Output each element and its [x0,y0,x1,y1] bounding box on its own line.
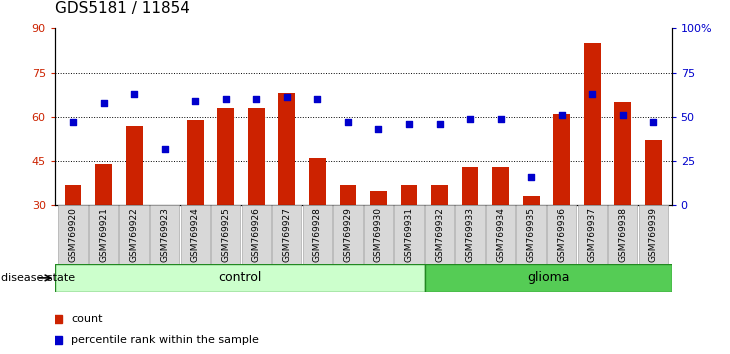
Text: GSM769932: GSM769932 [435,207,444,262]
Bar [492,167,509,294]
Point [189,98,201,104]
Text: GSM769937: GSM769937 [588,207,596,262]
Point [220,96,231,102]
Text: GSM769922: GSM769922 [130,207,139,262]
Text: glioma: glioma [527,272,569,284]
FancyBboxPatch shape [425,205,454,264]
FancyBboxPatch shape [180,205,210,264]
Point [403,121,415,127]
FancyBboxPatch shape [55,264,425,292]
FancyBboxPatch shape [364,205,393,264]
Point [617,112,629,118]
Bar [248,108,265,294]
FancyBboxPatch shape [577,205,607,264]
Text: GSM769925: GSM769925 [221,207,230,262]
Bar [126,126,142,294]
Text: GSM769921: GSM769921 [99,207,108,262]
FancyBboxPatch shape [639,205,668,264]
Bar [278,93,295,294]
Bar [218,108,234,294]
Point [372,126,384,132]
Point [98,100,110,105]
Bar [523,196,539,294]
Text: GSM769926: GSM769926 [252,207,261,262]
Text: disease state: disease state [1,273,76,283]
Text: GSM769920: GSM769920 [69,207,77,262]
Text: GSM769936: GSM769936 [557,207,566,262]
FancyBboxPatch shape [334,205,363,264]
FancyBboxPatch shape [211,205,240,264]
Point [434,121,445,127]
Bar [339,185,356,294]
Text: GSM769934: GSM769934 [496,207,505,262]
FancyBboxPatch shape [242,205,271,264]
Bar [431,185,448,294]
Text: GSM769938: GSM769938 [618,207,627,262]
FancyBboxPatch shape [486,205,515,264]
FancyBboxPatch shape [303,205,332,264]
Text: GSM769927: GSM769927 [283,207,291,262]
FancyBboxPatch shape [456,205,485,264]
FancyBboxPatch shape [272,205,301,264]
Point [495,116,507,121]
Bar [401,185,418,294]
FancyBboxPatch shape [608,205,637,264]
Text: GDS5181 / 11854: GDS5181 / 11854 [55,1,190,16]
FancyBboxPatch shape [547,205,576,264]
Bar [187,120,204,294]
Text: GSM769939: GSM769939 [649,207,658,262]
Text: GSM769929: GSM769929 [343,207,353,262]
Bar [370,190,387,294]
Bar [553,114,570,294]
Point [128,91,140,97]
Text: GSM769928: GSM769928 [313,207,322,262]
Text: GSM769923: GSM769923 [160,207,169,262]
FancyBboxPatch shape [394,205,423,264]
Text: GSM769933: GSM769933 [466,207,474,262]
FancyBboxPatch shape [150,205,180,264]
Bar [95,164,112,294]
Bar [65,185,82,294]
Bar [461,167,478,294]
Text: GSM769930: GSM769930 [374,207,383,262]
FancyBboxPatch shape [516,205,546,264]
Point [526,174,537,180]
Point [648,119,659,125]
Bar [156,205,173,294]
Text: count: count [72,314,103,324]
FancyBboxPatch shape [425,264,672,292]
Bar [645,141,661,294]
Text: percentile rank within the sample: percentile rank within the sample [72,335,259,345]
Point [67,119,79,125]
Text: GSM769931: GSM769931 [404,207,413,262]
Text: control: control [218,272,261,284]
Bar [309,158,326,294]
Bar [584,43,601,294]
FancyBboxPatch shape [89,205,118,264]
FancyBboxPatch shape [120,205,149,264]
Point [586,91,598,97]
Point [250,96,262,102]
Point [556,112,567,118]
Point [159,146,171,152]
Point [464,116,476,121]
Text: GSM769935: GSM769935 [526,207,536,262]
Point [312,96,323,102]
FancyBboxPatch shape [58,205,88,264]
Point [281,95,293,100]
Point [342,119,354,125]
Bar [615,102,631,294]
Text: GSM769924: GSM769924 [191,207,200,262]
